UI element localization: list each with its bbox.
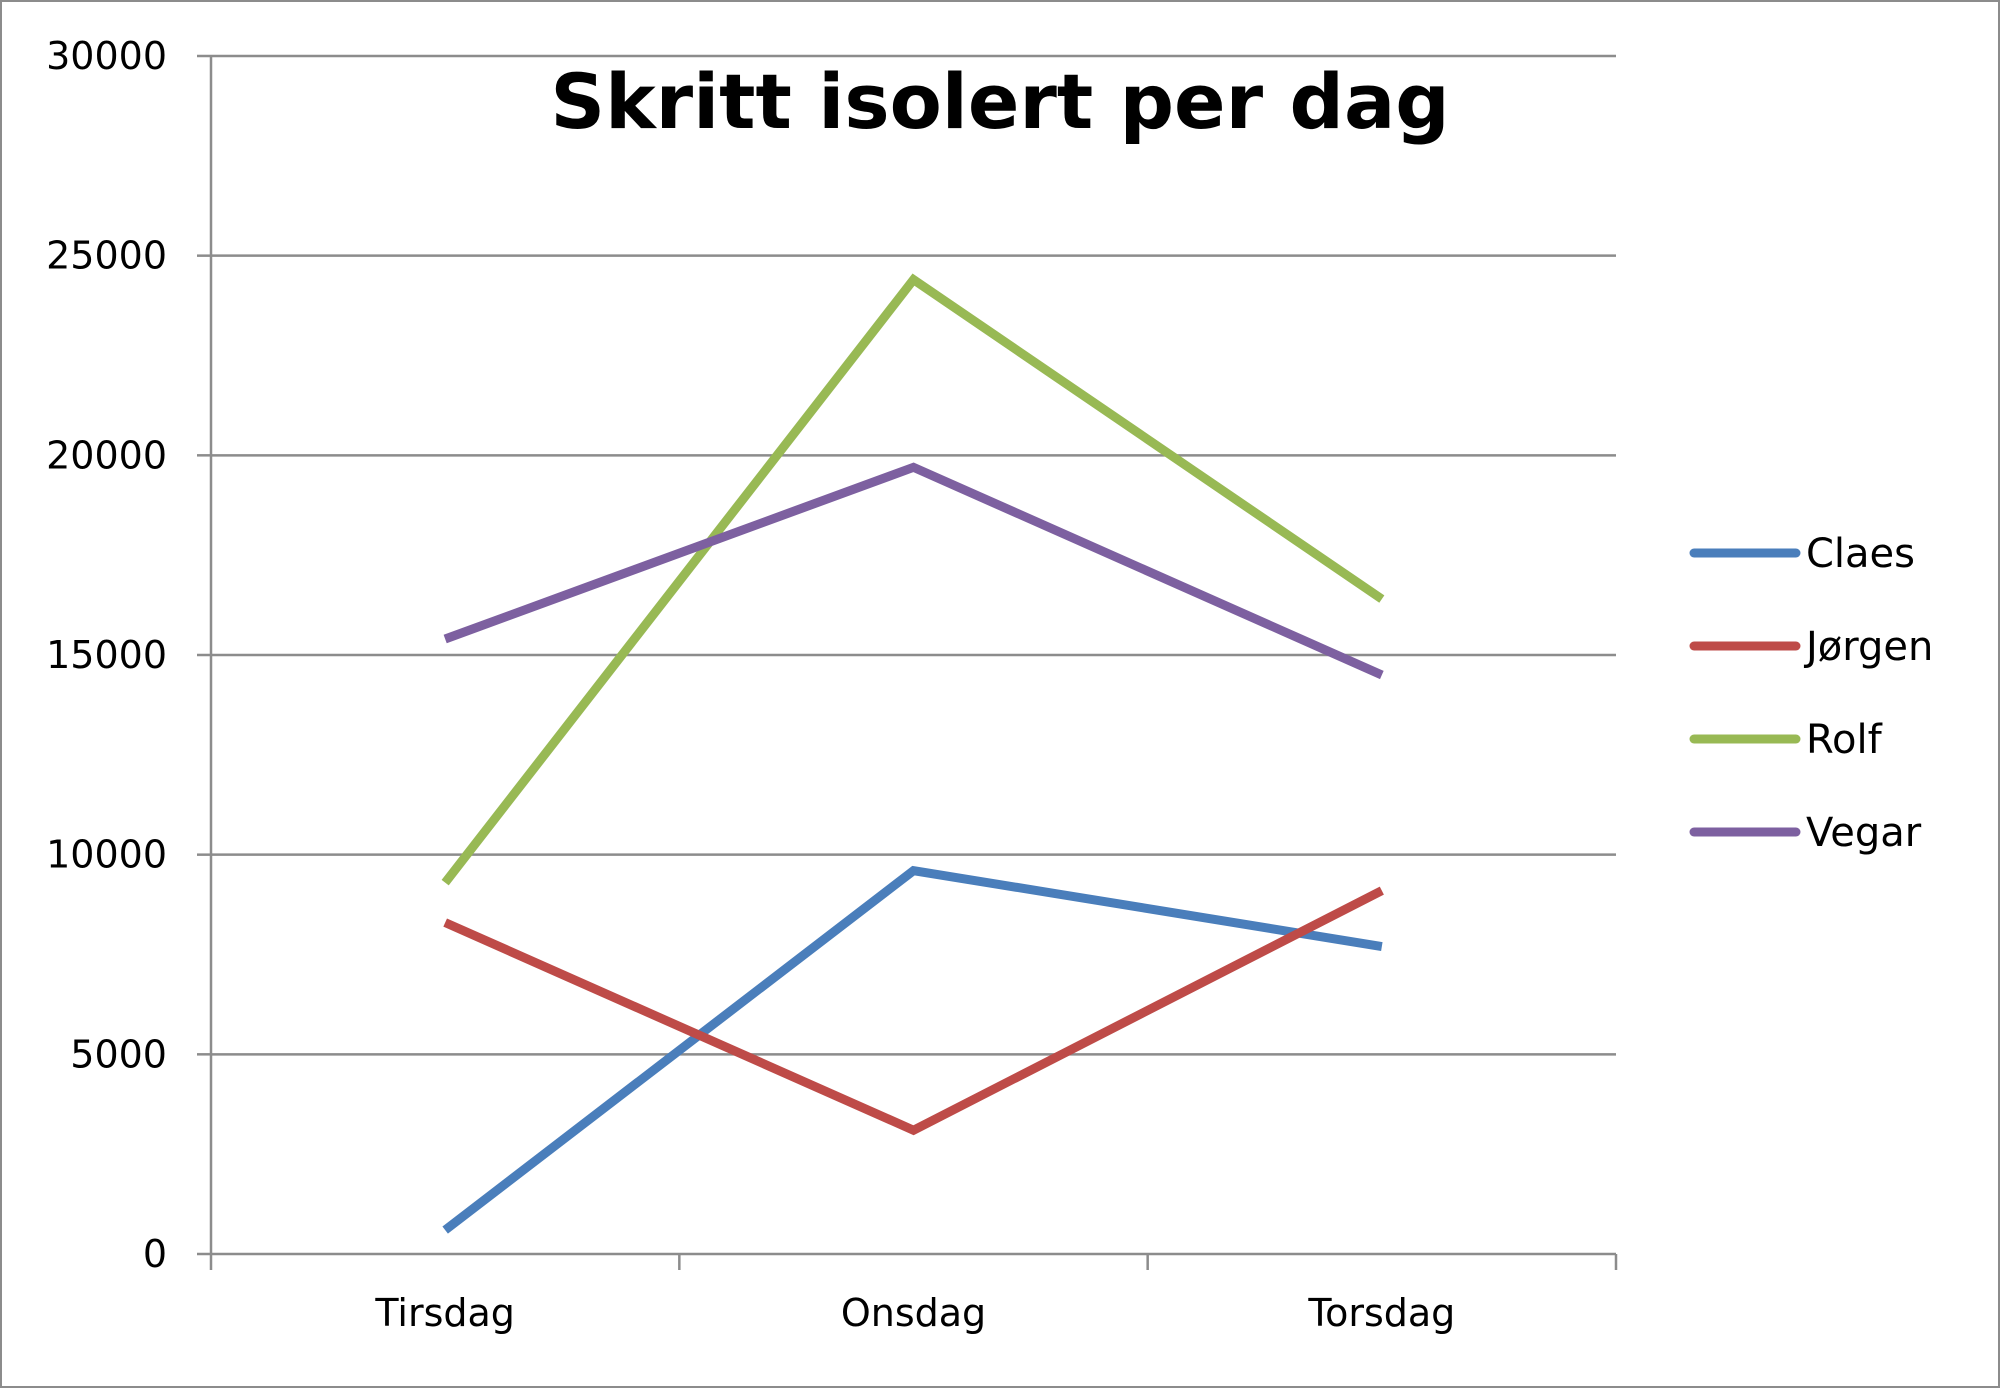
y-tick-label: 15000: [46, 633, 167, 677]
legend-label-vegar: Vegar: [1806, 810, 1922, 856]
x-tick-label-tirsdag: Tirsdag: [374, 1291, 515, 1335]
legend-label-claes: Claes: [1806, 531, 1915, 577]
x-tick-label-onsdag: Onsdag: [841, 1291, 986, 1335]
y-tick-label: 0: [143, 1232, 167, 1276]
series-lines: [441, 273, 1385, 1234]
legend-label-jørgen: Jørgen: [1803, 624, 1933, 670]
series-line-rolf: [441, 273, 1385, 886]
axes: 0 5000 10000 15000 20000 25000 30000 Tirsdag Ons…: [46, 34, 1618, 1335]
series-line-claes: [442, 865, 1383, 1234]
gridlines: [211, 54, 1616, 1056]
legend: Claes Jørgen Rolf Vegar: [1689, 531, 1933, 856]
x-tick-label-torsdag: Torsdag: [1307, 1291, 1455, 1335]
chart-title: Skritt isolert per dag: [550, 57, 1449, 146]
y-tick-label: 10000: [46, 833, 167, 877]
y-tick-label: 30000: [46, 34, 167, 78]
y-tick-label: 25000: [46, 234, 167, 278]
y-tick-label: 5000: [70, 1032, 167, 1076]
y-tick-label: 20000: [46, 433, 167, 477]
series-line-jørgen: [443, 886, 1384, 1136]
legend-label-rolf: Rolf: [1806, 717, 1883, 763]
series-line-vegar: [443, 462, 1384, 680]
